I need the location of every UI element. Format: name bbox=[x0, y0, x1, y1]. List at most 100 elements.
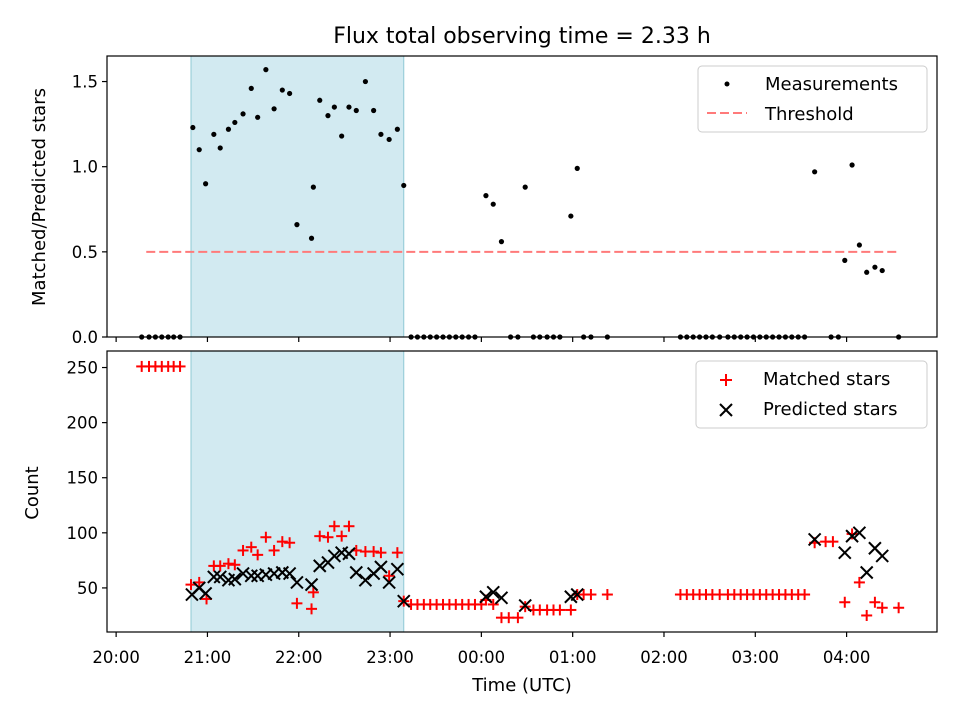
measurement-point bbox=[211, 131, 217, 137]
top-legend: Measurements Threshold bbox=[697, 65, 928, 133]
predicted-star-point bbox=[313, 559, 327, 573]
matched-star-point bbox=[252, 549, 264, 561]
observing-window-span bbox=[190, 55, 405, 338]
y-tick-label: 200 bbox=[67, 414, 99, 433]
predicted-star-point bbox=[290, 575, 304, 590]
measurement-point bbox=[294, 222, 300, 228]
legend-predicted-label: Predicted stars bbox=[763, 399, 897, 420]
matched-star-point bbox=[214, 560, 226, 572]
top-axes-frame bbox=[106, 55, 938, 338]
matched-star-point bbox=[827, 536, 839, 548]
predicted-star-point bbox=[486, 585, 500, 600]
predicted-star-point bbox=[390, 562, 405, 576]
measurement-point bbox=[353, 107, 359, 114]
measurement-point bbox=[842, 257, 848, 263]
matched-star-point bbox=[799, 589, 811, 601]
matched-star-point bbox=[861, 609, 873, 621]
predicted-star-point bbox=[342, 547, 356, 561]
y-tick-label: 0.0 bbox=[72, 328, 98, 347]
measurement-point bbox=[331, 104, 337, 110]
legend-measurements-marker bbox=[724, 81, 730, 87]
y-tick-label: 1.5 bbox=[72, 73, 98, 92]
predicted-star-point bbox=[397, 594, 411, 608]
measurement-point bbox=[498, 239, 505, 245]
measurement-point bbox=[490, 201, 496, 207]
matched-star-point bbox=[846, 528, 858, 540]
matched-star-point bbox=[601, 589, 613, 601]
matched-star-point bbox=[328, 520, 340, 532]
predicted-star-point bbox=[374, 560, 388, 574]
matched-star-point bbox=[554, 604, 566, 616]
bottom-panel: 50 100 150 200 250 Matched stars Predicted s… bbox=[22, 350, 938, 637]
measurement-point bbox=[339, 133, 345, 139]
matched-star-point bbox=[893, 602, 905, 614]
x-tick-label: 01:00 bbox=[549, 648, 597, 667]
predicted-star-point bbox=[207, 570, 221, 584]
x-tick-label: 00:00 bbox=[458, 648, 506, 667]
legend-measurements-label: Measurements bbox=[765, 74, 898, 95]
legend-matched-label: Matched stars bbox=[763, 369, 890, 390]
matched-star-point bbox=[222, 558, 234, 570]
x-tick-label: 02:00 bbox=[640, 648, 688, 667]
x-tick-label: 21:00 bbox=[184, 648, 232, 667]
measurement-point bbox=[190, 124, 196, 131]
x-tick-label: 23:00 bbox=[366, 648, 414, 667]
matched-star-point bbox=[375, 547, 387, 559]
measurement-point bbox=[394, 126, 400, 132]
bottom-y-axis-label: Count bbox=[22, 466, 43, 519]
measurement-point bbox=[248, 85, 254, 91]
matched-star-point bbox=[368, 546, 380, 558]
measurement-point bbox=[217, 145, 223, 151]
matched-star-point bbox=[229, 559, 241, 571]
matched-star-point bbox=[260, 531, 272, 543]
y-tick-label: 1.0 bbox=[72, 158, 98, 177]
measurement-point bbox=[362, 78, 369, 85]
top-y-axis-label: Matched/Predicted stars bbox=[29, 88, 50, 306]
measurement-point bbox=[325, 113, 331, 119]
predicted-star-point bbox=[494, 591, 509, 605]
predicted-star-point bbox=[875, 549, 889, 563]
measurement-point bbox=[287, 90, 293, 97]
predicted-star-point bbox=[228, 572, 242, 586]
predicted-star-point bbox=[198, 586, 213, 601]
measurement-point bbox=[864, 269, 870, 275]
predicted-star-point bbox=[859, 565, 874, 580]
matched-star-point bbox=[174, 360, 186, 372]
top-panel: 0.0 0.5 1.0 1.5 Measurements Threshold Matc… bbox=[29, 55, 938, 347]
matched-star-point bbox=[322, 531, 334, 543]
measurement-point bbox=[310, 184, 316, 190]
predicted-star-point bbox=[838, 545, 852, 560]
measurement-point bbox=[401, 182, 407, 189]
chart-title: Flux total observing time = 2.33 h bbox=[333, 24, 711, 49]
y-tick-label: 50 bbox=[77, 579, 98, 598]
matched-star-point bbox=[565, 604, 577, 616]
measurement-point bbox=[279, 87, 285, 93]
x-tick-label: 03:00 bbox=[732, 648, 780, 667]
bottom-axes-frame bbox=[106, 350, 938, 633]
measurement-point bbox=[568, 213, 574, 219]
measurement-point bbox=[232, 119, 238, 126]
measurement-point bbox=[346, 104, 352, 110]
matched-star-point bbox=[291, 597, 303, 609]
measurement-point bbox=[522, 184, 528, 190]
predicted-star-point bbox=[382, 575, 396, 590]
matched-star-point bbox=[383, 570, 395, 582]
matched-star-point bbox=[307, 586, 319, 598]
matched-star-point bbox=[869, 596, 881, 608]
matched-star-point bbox=[585, 589, 597, 601]
y-tick-label: 100 bbox=[67, 524, 99, 543]
predicted-star-point bbox=[349, 565, 363, 580]
measurement-point bbox=[263, 67, 269, 73]
measurement-point bbox=[317, 97, 323, 103]
measurement-point bbox=[203, 181, 209, 187]
matched-star-point bbox=[276, 536, 288, 548]
predicted-star-point bbox=[327, 549, 342, 563]
predicted-star-point bbox=[358, 573, 373, 587]
legend-matched-marker bbox=[720, 374, 732, 386]
predicted-star-point bbox=[213, 570, 227, 584]
y-tick-label: 0.5 bbox=[72, 243, 98, 262]
predicted-star-point bbox=[304, 577, 319, 592]
matched-star-point bbox=[343, 520, 355, 532]
measurement-point bbox=[308, 235, 315, 241]
x-tick-label: 04:00 bbox=[823, 648, 871, 667]
